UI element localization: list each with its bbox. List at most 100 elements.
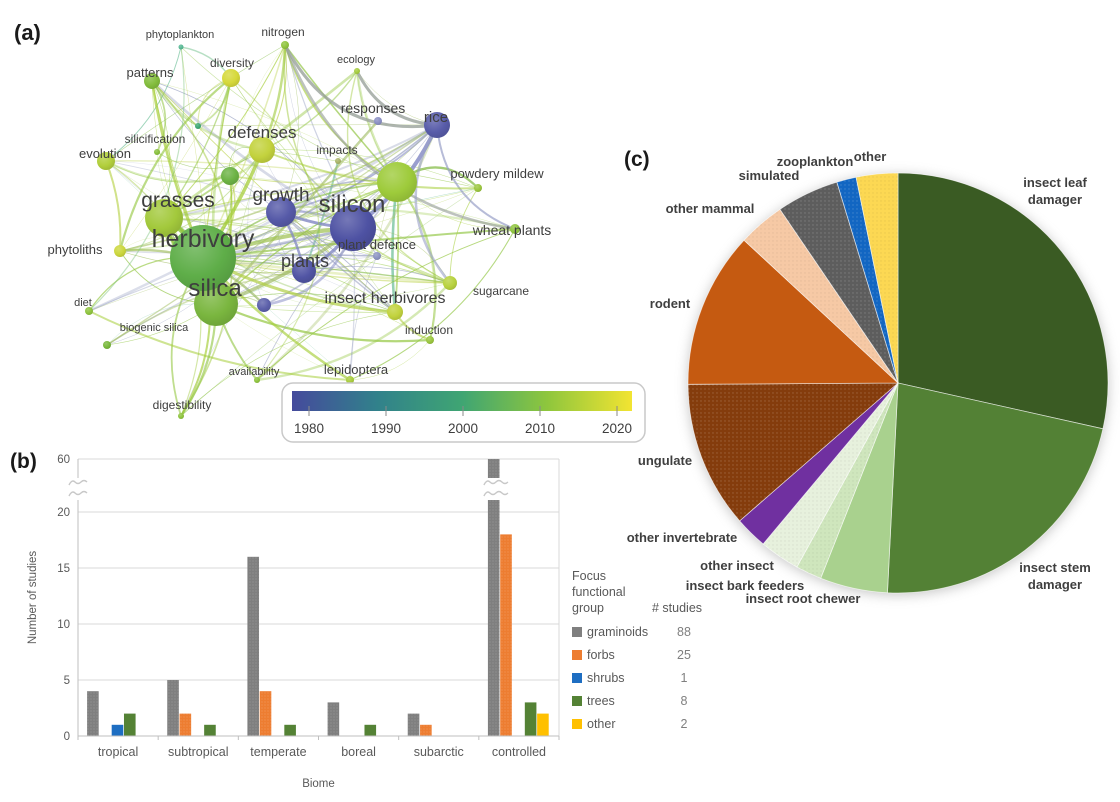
bar xyxy=(123,713,136,736)
y-tick-label: 20 xyxy=(57,507,70,519)
bar-texture xyxy=(487,459,500,736)
pie-slice-label-line: other invertebrate xyxy=(627,530,738,545)
network-edge xyxy=(118,77,232,252)
pie-slice-texture xyxy=(688,383,898,521)
legend-item-count: 8 xyxy=(680,694,688,708)
network-node-label: herbivory xyxy=(152,225,255,253)
pie-slice-label-line: other insect xyxy=(700,558,774,573)
bar-texture xyxy=(500,534,512,736)
colorbar-tick-label: 2000 xyxy=(448,421,478,436)
pie-slice-label-line: insect root chewer xyxy=(746,591,861,606)
network-edge xyxy=(349,339,431,381)
pie-slice-label: insect leaf damager xyxy=(1023,175,1087,207)
network-node xyxy=(249,137,275,163)
bar-break-mask xyxy=(484,478,503,500)
x-category-label: boreal xyxy=(341,745,376,759)
network-node xyxy=(354,68,360,74)
network-edge xyxy=(346,70,451,284)
network-node-label: growth xyxy=(252,185,309,206)
network-node-label: digestibility xyxy=(153,398,212,412)
legend-item: graminoids 88 xyxy=(572,625,732,639)
pie-slice-label-line: zooplankton xyxy=(777,154,854,169)
network-node xyxy=(114,245,126,257)
network-edge xyxy=(349,255,378,381)
network-node xyxy=(178,44,184,50)
pie-slice-label: other mammal xyxy=(666,201,755,216)
network-edge xyxy=(283,44,438,129)
pie-slice-label: insect bark feeders xyxy=(686,578,805,593)
colorbar-bar xyxy=(292,391,632,411)
network-node xyxy=(170,225,236,291)
bar-texture xyxy=(420,724,432,736)
colorbar: 1980 1990 2000 2010 2020 xyxy=(281,382,646,443)
legend-rows: graminoids 88 forbs 25 shrubs 1 trees 8 other 2 xyxy=(572,625,732,731)
legend-item: other 2 xyxy=(572,717,732,731)
network-node xyxy=(178,413,184,419)
legend-swatch-forbs xyxy=(572,650,582,660)
bar-texture xyxy=(259,691,272,736)
network-edge xyxy=(151,80,282,213)
y-tick-label: 10 xyxy=(57,619,70,631)
bar xyxy=(111,724,124,736)
network-node-label: lepidoptera xyxy=(324,362,389,377)
pie-slice-label: zooplankton xyxy=(777,154,854,169)
network-edge xyxy=(215,293,396,313)
axis-break-mark xyxy=(68,479,88,486)
pie-slice-label: insect root chewer xyxy=(746,591,861,606)
x-axis-title: Biome xyxy=(302,778,335,790)
network-edge xyxy=(256,228,516,381)
pie-slice-label: other invertebrate xyxy=(627,530,738,545)
network-node-label: diversity xyxy=(210,56,254,70)
network-node xyxy=(292,259,316,283)
network-node xyxy=(426,336,434,344)
legend-item: forbs 25 xyxy=(572,648,732,662)
pie-slice-label-line: ungulate xyxy=(638,453,692,468)
network-node-label: grasses xyxy=(141,189,215,212)
network-edge xyxy=(105,44,286,162)
network-node-label: nitrogen xyxy=(261,25,304,39)
network-node xyxy=(510,224,520,234)
pie-slices xyxy=(687,172,1109,594)
network-edge xyxy=(229,44,286,177)
network-node xyxy=(377,162,417,202)
legend-header: Focus functional group # studies xyxy=(572,568,732,616)
network-edge xyxy=(256,282,451,382)
network-edge xyxy=(215,124,438,305)
network-node-label: rice xyxy=(424,109,448,126)
network-node xyxy=(97,152,115,170)
network-node xyxy=(222,69,240,87)
network-edge xyxy=(163,187,479,221)
network-node-label: induction xyxy=(405,323,453,337)
legend-item-label: graminoids xyxy=(587,625,649,639)
network-edge xyxy=(284,44,398,183)
network-edge xyxy=(119,149,263,252)
pie-slice xyxy=(687,239,900,385)
pie-slice-label-line: damager xyxy=(1028,577,1082,592)
bars xyxy=(87,459,549,736)
colorbar-tick-label: 2010 xyxy=(525,421,555,436)
network-node xyxy=(335,158,341,164)
network-edge xyxy=(215,302,431,343)
pie-slice-texture xyxy=(796,383,898,579)
network-node-label: ecology xyxy=(337,54,375,66)
network-node xyxy=(474,184,482,192)
network-node xyxy=(145,199,183,237)
bar-texture xyxy=(327,702,340,736)
panel-c-label: (c) xyxy=(624,148,650,171)
bar-texture xyxy=(179,713,192,736)
x-category-label: subarctic xyxy=(414,745,464,759)
network-edge xyxy=(261,70,358,151)
network-node-label: insect herbivores xyxy=(325,290,446,307)
network-edge xyxy=(280,211,396,313)
network-node xyxy=(257,298,271,312)
legend-item-label: trees xyxy=(587,694,615,708)
network-edge xyxy=(88,123,438,313)
pie-slice-texture xyxy=(744,209,898,383)
pie-slice-texture xyxy=(856,173,898,383)
network-edge xyxy=(180,187,479,417)
network-edge xyxy=(88,46,185,312)
network-node-label: silica xyxy=(188,275,242,302)
legend-title: Focus functional group xyxy=(572,568,650,616)
network-edge xyxy=(280,211,396,313)
